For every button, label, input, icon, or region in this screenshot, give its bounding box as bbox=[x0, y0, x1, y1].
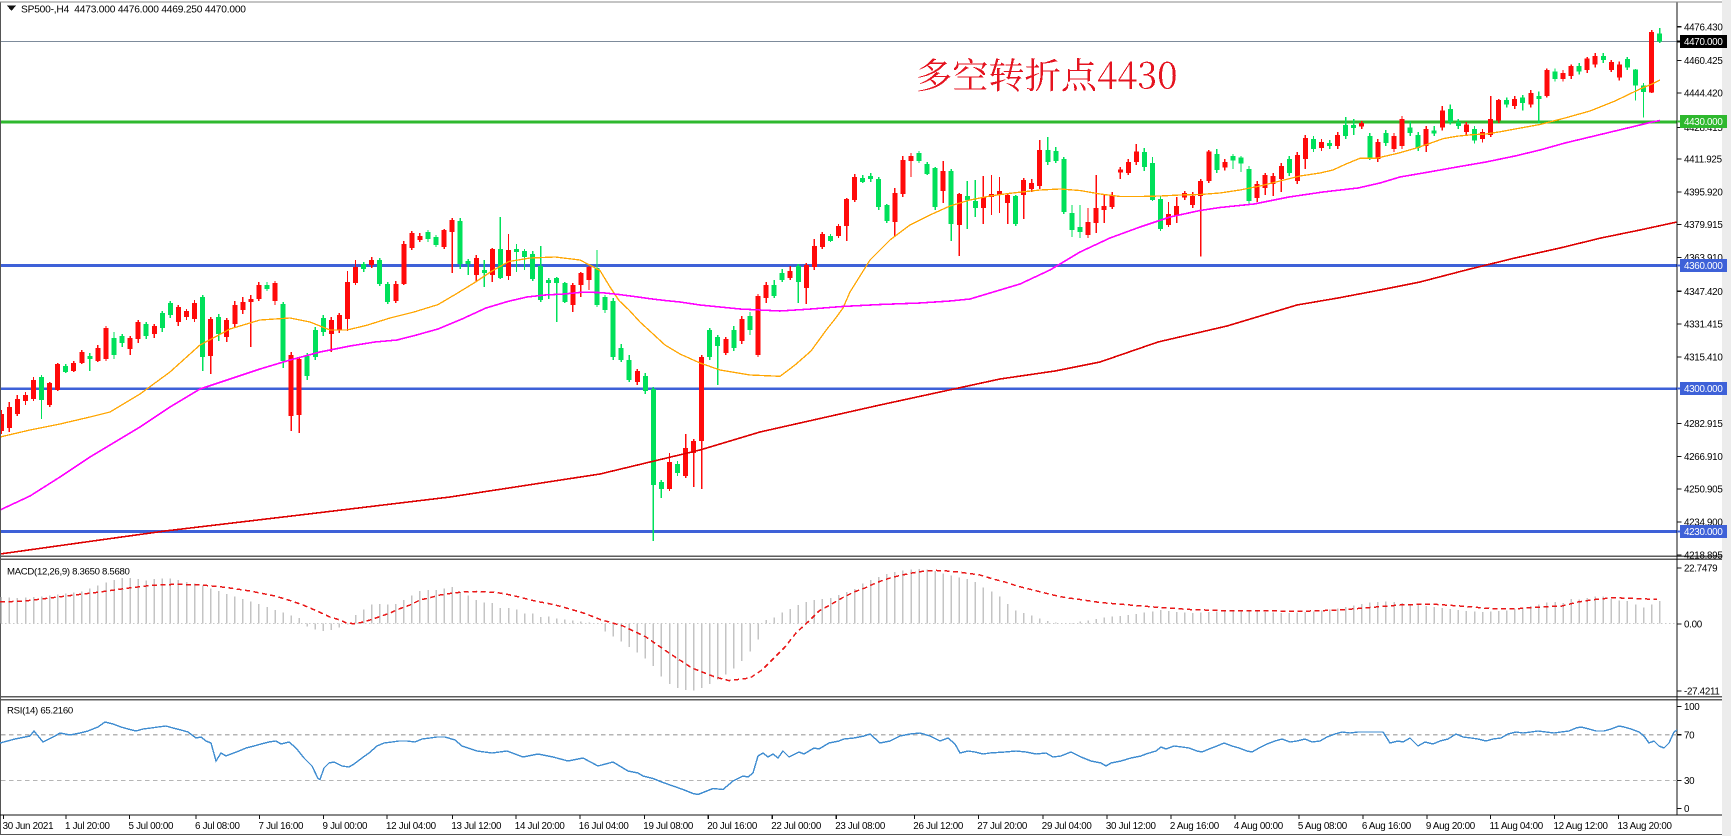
svg-text:-27.4211: -27.4211 bbox=[1684, 687, 1720, 698]
svg-text:4230.000: 4230.000 bbox=[1684, 527, 1723, 538]
svg-text:4266.910: 4266.910 bbox=[1684, 452, 1723, 463]
svg-text:29 Jul 04:00: 29 Jul 04:00 bbox=[1042, 821, 1093, 832]
svg-text:2 Aug 16:00: 2 Aug 16:00 bbox=[1170, 821, 1220, 832]
svg-text:13 Jul 12:00: 13 Jul 12:00 bbox=[451, 821, 502, 832]
svg-text:22.7479: 22.7479 bbox=[1684, 563, 1717, 574]
svg-text:20 Jul 16:00: 20 Jul 16:00 bbox=[707, 821, 758, 832]
svg-text:4234.900: 4234.900 bbox=[1684, 518, 1723, 529]
svg-text:9 Jul 00:00: 9 Jul 00:00 bbox=[323, 821, 368, 832]
svg-text:12 Aug 12:00: 12 Aug 12:00 bbox=[1554, 821, 1609, 832]
svg-text:0: 0 bbox=[1684, 804, 1690, 815]
svg-text:SP500-,H4 4473.000 4476.000 4: SP500-,H4 4473.000 4476.000 4469.250 447… bbox=[21, 5, 246, 16]
svg-text:4331.415: 4331.415 bbox=[1684, 320, 1723, 331]
svg-text:4315.410: 4315.410 bbox=[1684, 352, 1723, 363]
svg-text:12 Jul 04:00: 12 Jul 04:00 bbox=[386, 821, 437, 832]
svg-text:4476.430: 4476.430 bbox=[1684, 22, 1723, 33]
svg-text:14 Jul 20:00: 14 Jul 20:00 bbox=[515, 821, 566, 832]
svg-text:6 Jul 08:00: 6 Jul 08:00 bbox=[195, 821, 240, 832]
svg-text:0.00: 0.00 bbox=[1684, 620, 1703, 631]
svg-text:13 Aug 20:00: 13 Aug 20:00 bbox=[1618, 821, 1673, 832]
svg-text:4444.420: 4444.420 bbox=[1684, 89, 1723, 100]
svg-text:7 Jul 16:00: 7 Jul 16:00 bbox=[259, 821, 304, 832]
svg-text:22 Jul 00:00: 22 Jul 00:00 bbox=[771, 821, 822, 832]
svg-text:23 Jul 08:00: 23 Jul 08:00 bbox=[835, 821, 886, 832]
svg-text:4300.000: 4300.000 bbox=[1684, 384, 1723, 395]
svg-text:100: 100 bbox=[1684, 702, 1700, 713]
svg-text:16 Jul 04:00: 16 Jul 04:00 bbox=[579, 821, 630, 832]
svg-text:MACD(12,26,9) 8.3650 8.5680: MACD(12,26,9) 8.3650 8.5680 bbox=[7, 567, 130, 578]
svg-text:9 Aug 20:00: 9 Aug 20:00 bbox=[1426, 821, 1476, 832]
svg-text:4363.910: 4363.910 bbox=[1684, 253, 1723, 264]
svg-text:4428.415: 4428.415 bbox=[1684, 123, 1723, 134]
svg-text:4395.920: 4395.920 bbox=[1684, 187, 1723, 198]
svg-text:26 Jul 12:00: 26 Jul 12:00 bbox=[913, 821, 964, 832]
svg-text:4 Aug 00:00: 4 Aug 00:00 bbox=[1234, 821, 1284, 832]
svg-text:4470.000: 4470.000 bbox=[1684, 37, 1723, 48]
svg-text:4347.420: 4347.420 bbox=[1684, 287, 1723, 298]
svg-text:30 Jun 2021: 30 Jun 2021 bbox=[3, 821, 54, 832]
svg-text:27 Jul 20:00: 27 Jul 20:00 bbox=[977, 821, 1028, 832]
svg-text:70: 70 bbox=[1684, 730, 1695, 741]
svg-text:19 Jul 08:00: 19 Jul 08:00 bbox=[643, 821, 694, 832]
svg-text:4379.915: 4379.915 bbox=[1684, 220, 1723, 231]
svg-text:4411.925: 4411.925 bbox=[1684, 155, 1723, 166]
svg-text:RSI(14) 65.2160: RSI(14) 65.2160 bbox=[7, 706, 73, 717]
svg-text:30 Jul 12:00: 30 Jul 12:00 bbox=[1106, 821, 1157, 832]
svg-text:4250.905: 4250.905 bbox=[1684, 485, 1723, 496]
svg-text:6 Aug 16:00: 6 Aug 16:00 bbox=[1362, 821, 1412, 832]
svg-text:1 Jul 20:00: 1 Jul 20:00 bbox=[65, 821, 110, 832]
svg-text:5 Jul 00:00: 5 Jul 00:00 bbox=[129, 821, 174, 832]
svg-text:4460.425: 4460.425 bbox=[1684, 56, 1723, 67]
svg-text:4218.895: 4218.895 bbox=[1684, 550, 1723, 561]
svg-text:5 Aug 08:00: 5 Aug 08:00 bbox=[1298, 821, 1348, 832]
svg-text:4430.000: 4430.000 bbox=[1684, 117, 1723, 128]
svg-text:11 Aug 04:00: 11 Aug 04:00 bbox=[1490, 821, 1544, 832]
svg-text:4282.915: 4282.915 bbox=[1684, 419, 1723, 430]
svg-text:30: 30 bbox=[1684, 776, 1695, 787]
svg-text:4360.000: 4360.000 bbox=[1684, 261, 1723, 272]
